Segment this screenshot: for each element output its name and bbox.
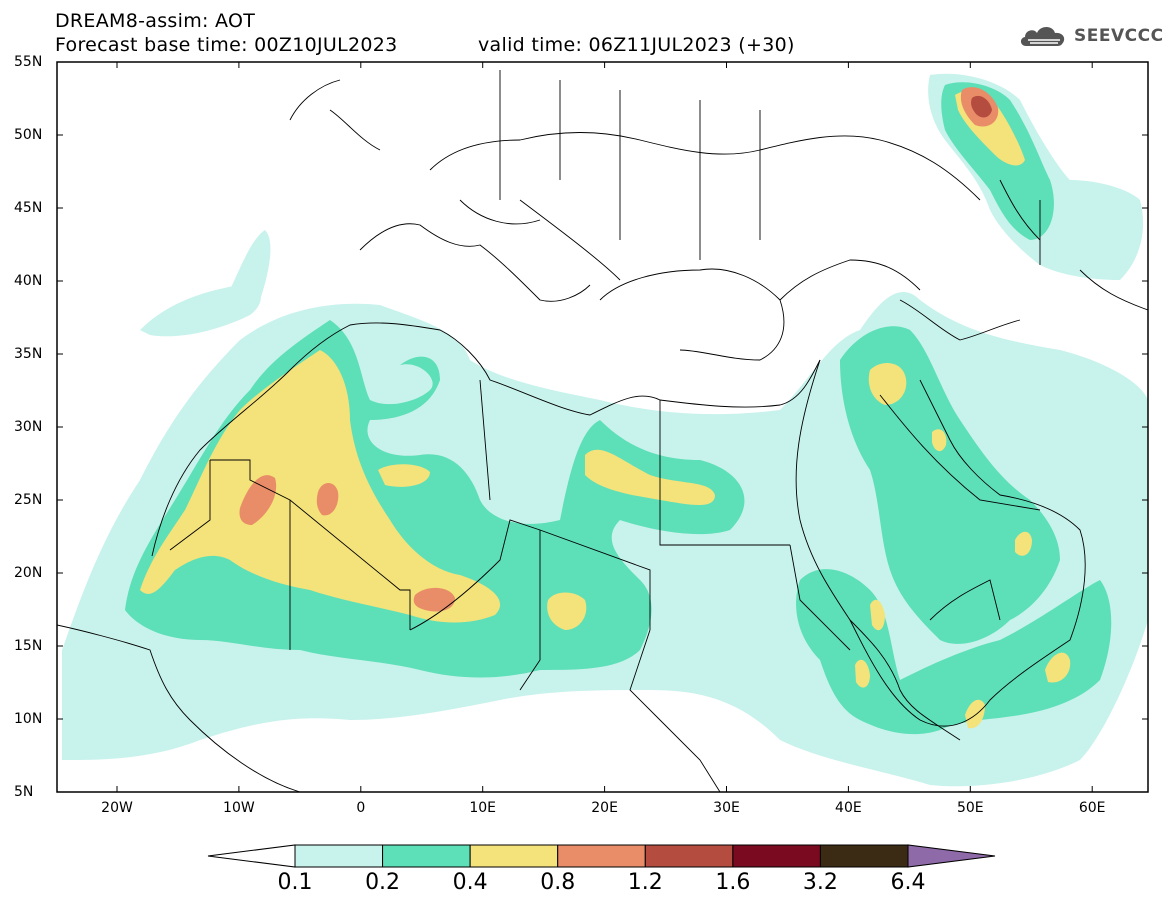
logo-text: SEEVCCC: [1074, 26, 1164, 46]
lon-label: 0: [356, 800, 366, 816]
lon-label: 30E: [713, 800, 740, 816]
aot-layer-0.4: [140, 90, 1071, 729]
aot-field: [57, 70, 1148, 792]
aot-layer-1.2: [971, 95, 992, 118]
lat-label: 50N: [14, 127, 43, 143]
lon-label: 20W: [101, 800, 133, 816]
lon-label: 60E: [1078, 800, 1106, 816]
axis-ticks: [57, 61, 1148, 793]
seevccc-logo: SEEVCCC: [1018, 22, 1164, 50]
lat-label: 15N: [14, 638, 43, 654]
colorbar-label: 3.2: [802, 870, 838, 895]
colorbar-segment: [557, 844, 646, 868]
colorbar-segment: [644, 844, 734, 868]
colorbar-segment: [819, 844, 909, 868]
colorbar-label: 0.4: [452, 870, 488, 895]
colorbar-segment: [732, 844, 821, 868]
lon-label: 10W: [223, 800, 255, 816]
forecast-base-time: Forecast base time: 00Z10JUL2023: [55, 34, 398, 56]
lat-label: 20N: [14, 565, 43, 581]
colorbar-segment: [382, 844, 471, 868]
valid-time: valid time: 06Z11JUL2023 (+30): [478, 34, 795, 56]
colorbar-high-arrow: [907, 844, 996, 868]
colorbar-label: 1.6: [715, 870, 751, 895]
colorbar-label: 0.2: [365, 870, 401, 895]
country-borders: [57, 70, 1148, 792]
lon-label: 10E: [469, 800, 497, 816]
colorbar-label: 6.4: [890, 870, 926, 895]
lon-label: 40E: [835, 800, 862, 816]
lat-label: 40N: [14, 273, 43, 289]
colorbar-segment: [469, 844, 559, 868]
lat-label: 45N: [14, 200, 43, 216]
lat-label: 35N: [14, 346, 43, 362]
colorbar-segment: [294, 844, 384, 868]
colorbar-low-arrow: [207, 844, 296, 868]
cloud-icon: [1020, 27, 1065, 46]
lat-label: 10N: [14, 711, 43, 727]
map-title: DREAM8-assim: AOT: [55, 10, 256, 32]
lat-label: 25N: [14, 492, 43, 508]
colorbar-label: 0.1: [277, 870, 313, 895]
colorbar-label: 1.2: [627, 870, 663, 895]
lon-label: 50E: [956, 800, 984, 816]
lon-label: 20E: [591, 800, 618, 816]
lat-label: 5N: [14, 784, 34, 800]
colorbar-label: 0.8: [540, 870, 576, 895]
lat-label: 30N: [14, 419, 43, 435]
lat-label: 55N: [14, 54, 43, 70]
colorbar: [207, 844, 996, 868]
